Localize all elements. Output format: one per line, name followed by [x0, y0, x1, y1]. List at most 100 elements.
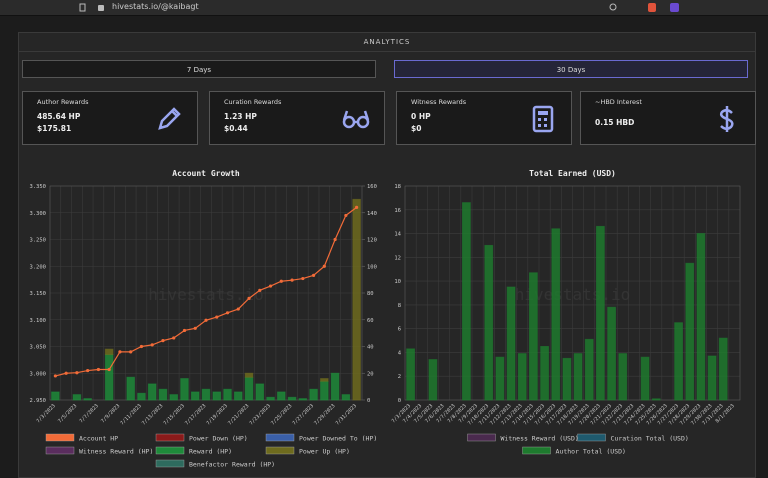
line-point	[322, 264, 326, 268]
range-button-active[interactable]: 30 Days	[394, 60, 748, 78]
card-title: Witness Rewards	[411, 98, 467, 106]
panel-header[interactable]: ANALYTICS	[19, 33, 755, 52]
calculator-icon	[532, 105, 554, 133]
card-value: $175.81	[37, 124, 72, 133]
browser-bar: hivestats.io/@kaibagt	[0, 0, 768, 16]
y-tick-label: 3.350	[29, 184, 46, 190]
bar	[551, 228, 561, 401]
line-point	[129, 350, 133, 354]
dollar-icon	[719, 106, 734, 132]
y-tick-label: 16	[394, 208, 401, 214]
legend-swatch	[577, 433, 606, 442]
bar	[352, 198, 361, 401]
legend-swatch	[522, 446, 551, 455]
bar	[212, 391, 222, 401]
x-tick-label: 7/19/2023	[206, 403, 229, 426]
bar	[506, 286, 516, 401]
y2-tick-label: 20	[367, 371, 374, 377]
bar	[651, 398, 661, 401]
line-point	[107, 367, 111, 372]
bar	[277, 391, 286, 401]
y-tick-label: 10	[394, 279, 401, 285]
y-tick-label: 0	[398, 398, 401, 404]
stat-card: ~HBD Interest 0.15 HBD	[580, 91, 756, 145]
y-tick-label: 8	[398, 303, 401, 309]
card-value: 1.23 HP	[224, 112, 257, 121]
bar	[573, 353, 583, 401]
legend-swatch	[45, 433, 75, 442]
y-tick-label: 4	[398, 350, 402, 356]
zoom-icon[interactable]	[609, 3, 617, 11]
legend-swatch	[467, 433, 496, 442]
bar	[298, 398, 308, 401]
line-point	[279, 279, 283, 283]
line-point	[53, 374, 57, 378]
legend-swatch	[155, 459, 185, 468]
line-point	[161, 339, 165, 343]
legend-label: Author Total (USD)	[556, 448, 626, 456]
stat-card: Author Rewards 485.64 HP $175.81	[22, 91, 198, 145]
legend-swatch	[265, 446, 295, 455]
line-point	[333, 237, 337, 242]
x-tick-label: 7/25/2023	[270, 403, 293, 426]
x-tick-label: 7/13/2023	[141, 403, 164, 426]
line-point	[172, 336, 176, 340]
x-tick-label: 7/31/2023	[335, 403, 358, 426]
bar	[406, 348, 415, 401]
y-tick-label: 14	[394, 232, 401, 238]
legend-swatch	[45, 446, 75, 455]
card-value: $0	[411, 124, 422, 133]
line-point	[182, 328, 187, 333]
watermark: hivestats.io	[148, 285, 264, 304]
range-button[interactable]: 7 Days	[22, 60, 376, 78]
bar	[495, 356, 505, 401]
chart-title: Account Growth	[172, 169, 240, 178]
y2-tick-label: 100	[367, 264, 377, 270]
bar	[266, 396, 275, 401]
legend-swatch	[155, 446, 185, 455]
analytics-panel: ANALYTICS 7 Days 30 Days Author Rewards …	[18, 32, 756, 478]
bar	[169, 394, 178, 401]
bar	[309, 388, 318, 401]
legend-label: Power Down (HP)	[189, 435, 248, 443]
x-tick-label: 7/27/2023	[292, 403, 315, 426]
line-point	[86, 368, 90, 373]
line-point	[139, 344, 144, 349]
bar	[223, 388, 232, 401]
line-point	[75, 371, 79, 375]
legend-label: Account HP	[79, 435, 118, 443]
panel-title: ANALYTICS	[363, 38, 411, 46]
card-title: Curation Rewards	[224, 98, 282, 106]
line-point	[118, 350, 122, 354]
bar	[607, 306, 616, 401]
bar	[428, 359, 438, 401]
x-tick-label: 7/17/2023	[184, 403, 207, 426]
url[interactable]: hivestats.io/@kaibagt	[112, 2, 199, 11]
card-title: ~HBD Interest	[595, 98, 642, 106]
bar	[158, 388, 168, 401]
line-point	[268, 284, 273, 288]
extension-icon[interactable]	[670, 3, 679, 12]
bookmark-icon[interactable]	[79, 3, 86, 12]
x-tick-label: 7/9/2023	[100, 403, 121, 424]
brave-icon[interactable]	[648, 3, 656, 12]
bar	[618, 353, 628, 401]
bar	[201, 388, 211, 401]
bar	[104, 348, 114, 356]
y-tick-label: 3.100	[29, 318, 46, 324]
bar	[244, 376, 254, 401]
y2-tick-label: 40	[367, 345, 374, 351]
legend-swatch	[265, 433, 295, 442]
bar	[685, 262, 695, 401]
glasses-icon	[342, 110, 370, 129]
y-tick-label: 12	[394, 255, 401, 261]
legend-label: Witness Reward (USD)	[501, 435, 579, 443]
line-point	[355, 205, 359, 209]
bar	[540, 346, 549, 401]
y-tick-label: 3.050	[29, 345, 46, 351]
y-tick-label: 6	[398, 327, 401, 333]
y-tick-label: 3.250	[29, 238, 46, 244]
bar	[320, 378, 329, 382]
